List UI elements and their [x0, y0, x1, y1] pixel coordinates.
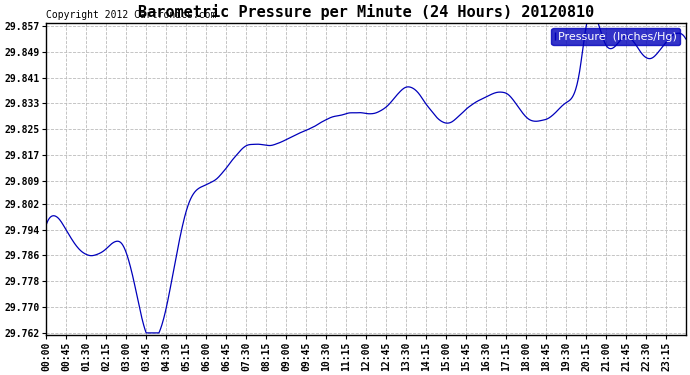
Legend: Pressure  (Inches/Hg): Pressure (Inches/Hg)	[551, 28, 680, 45]
Text: Copyright 2012 Cartronics.com: Copyright 2012 Cartronics.com	[46, 10, 217, 20]
Title: Barometric Pressure per Minute (24 Hours) 20120810: Barometric Pressure per Minute (24 Hours…	[138, 4, 594, 20]
